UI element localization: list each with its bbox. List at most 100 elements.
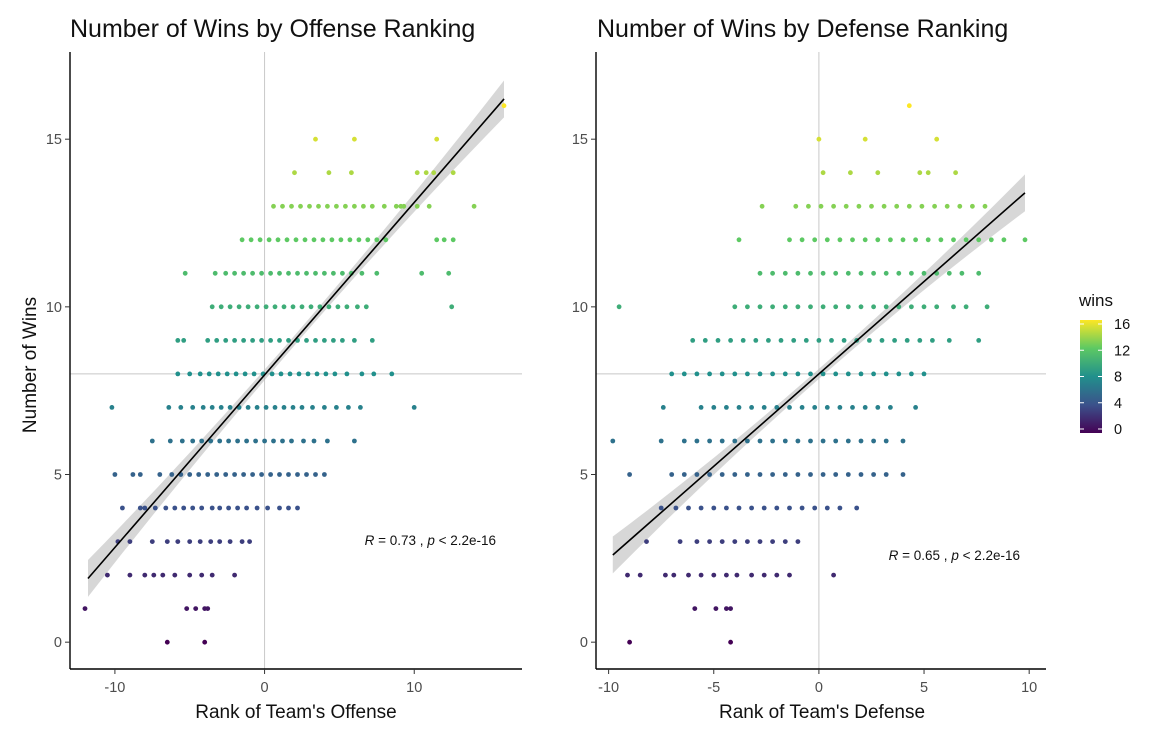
data-point	[414, 170, 420, 176]
data-point	[833, 304, 839, 310]
data-point	[686, 505, 691, 511]
data-point	[757, 371, 763, 377]
data-point	[317, 304, 323, 310]
data-point	[745, 472, 750, 477]
data-point	[976, 237, 982, 243]
data-point	[957, 203, 963, 209]
data-point	[322, 338, 327, 343]
data-point	[837, 405, 843, 410]
data-point	[856, 203, 862, 209]
defense-panel: Number of Wins by Defense Ranking Rank o…	[572, 15, 1046, 723]
data-point	[82, 606, 88, 611]
data-point	[848, 170, 853, 176]
data-point	[906, 203, 912, 209]
data-point	[190, 505, 196, 511]
data-point	[325, 203, 330, 209]
data-point	[217, 438, 223, 444]
data-point	[393, 203, 399, 209]
data-point	[295, 505, 300, 511]
data-point	[686, 572, 691, 578]
data-point	[280, 203, 285, 209]
data-point	[235, 438, 241, 444]
legend-title: wins	[1078, 291, 1113, 310]
data-point	[304, 472, 309, 477]
data-point	[187, 472, 193, 477]
data-point	[286, 505, 291, 511]
data-point	[284, 237, 290, 243]
data-point	[340, 338, 345, 343]
data-point	[770, 304, 775, 310]
data-point	[875, 170, 881, 176]
data-point	[782, 472, 788, 477]
data-point	[875, 405, 881, 410]
x-tick-label: 0	[261, 680, 269, 696]
data-point	[824, 405, 830, 410]
data-point	[193, 606, 199, 611]
legend-colorbar	[1080, 320, 1102, 433]
data-point	[845, 304, 851, 310]
y-tick-label: 10	[572, 300, 588, 316]
data-point	[218, 304, 224, 310]
data-point	[331, 270, 336, 276]
data-point	[778, 338, 784, 343]
data-point	[151, 572, 157, 578]
data-point	[316, 203, 321, 209]
data-point	[932, 203, 937, 209]
data-point	[120, 505, 125, 511]
data-point	[732, 438, 738, 444]
data-point	[707, 371, 712, 377]
data-point	[190, 405, 196, 410]
data-point	[812, 405, 818, 410]
data-point	[286, 338, 291, 343]
data-point	[197, 539, 203, 544]
data-point	[363, 304, 369, 310]
data-point	[1001, 237, 1007, 243]
data-point	[757, 438, 763, 444]
data-point	[795, 371, 801, 377]
data-point	[323, 371, 329, 377]
data-point	[130, 472, 136, 477]
data-point	[757, 304, 763, 310]
data-point	[164, 639, 170, 645]
data-point	[845, 371, 851, 377]
correlation-annotation: R = 0.65 , p < 2.2e-16	[889, 548, 1020, 563]
data-point	[681, 371, 687, 377]
data-point	[244, 505, 250, 511]
data-point	[894, 203, 900, 209]
data-point	[906, 103, 912, 109]
color-legend: wins 16 12 8 4 0	[1078, 291, 1130, 438]
data-point	[233, 371, 239, 377]
data-point	[724, 572, 729, 578]
x-tick-label: -10	[598, 680, 619, 696]
data-point	[732, 472, 738, 477]
data-point	[166, 405, 172, 410]
data-point	[833, 438, 839, 444]
data-point	[152, 505, 158, 511]
data-point	[770, 438, 775, 444]
data-point	[374, 237, 380, 243]
data-point	[277, 472, 282, 477]
data-point	[770, 472, 775, 477]
data-point	[250, 270, 256, 276]
data-point	[286, 270, 291, 276]
legend-ticks: 16 12 8 4 0	[1080, 317, 1130, 438]
data-point	[236, 304, 242, 310]
data-point	[658, 505, 664, 511]
data-point	[812, 237, 818, 243]
data-point	[759, 203, 765, 209]
data-point	[313, 338, 318, 343]
defense-plot-area: 0 5 10 15 -10 -5 0 5 10 R = 0.65 , p < 2.2e-16	[572, 52, 1046, 696]
data-point	[858, 270, 864, 276]
data-point	[736, 237, 742, 243]
data-point	[278, 371, 284, 377]
data-point	[172, 505, 178, 511]
y-tick-label: 0	[54, 635, 62, 651]
data-point	[883, 472, 889, 477]
data-point	[263, 405, 269, 410]
data-point	[1022, 237, 1028, 243]
data-point	[242, 371, 248, 377]
data-point	[423, 170, 429, 176]
data-point	[959, 270, 965, 276]
data-point	[187, 371, 193, 377]
data-point	[289, 438, 294, 444]
